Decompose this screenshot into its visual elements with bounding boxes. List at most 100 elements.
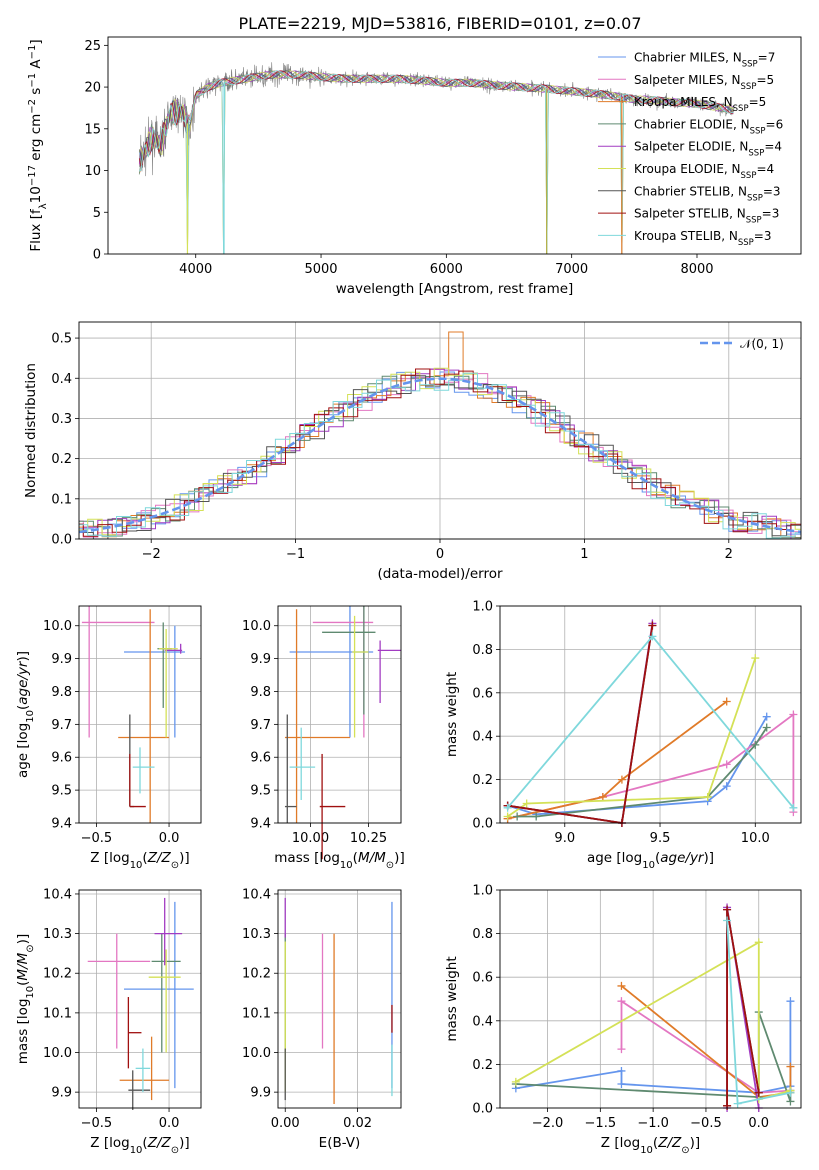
x-tick-label: −1.5 [585,1116,617,1131]
y-tick-label: 9.5 [51,784,72,799]
legend-entry: Kroupa STELIB, NSSP=3 [634,229,772,248]
figure-title: PLATE=2219, MJD=53816, FIBERID=0101, z=0… [238,14,641,33]
mass-vs-ebv-plot: 0.00 0.02 9.9 10.0 10.1 10.2 10.3 10.4 E(B-V) [242,887,402,1151]
histogram-steps [79,368,801,539]
y-axis-label: age [log10(age/yr)] [15,651,36,778]
weight-vs-metallicity-plot: −2.0 −1.5 −1.0 −0.5 0.0 0.0 0.2 0.4 0.6 0.8 1.0 mas… [444,884,802,1156]
age-vs-mass-plot: 10.00 10.25 9.4 9.5 9.6 9.7 9.8 9.9 10.0 mass [lo… [242,605,405,871]
weight-point-marker [617,1066,626,1075]
x-tick-label: 10.00 [292,831,329,846]
mass-vs-metallicity-plot: −0.5 0.0 9.9 10.0 10.1 10.2 10.3 10.4 Z [log10(Z… [15,887,202,1156]
model-spectrum-line [138,70,734,167]
weight-point-marker [648,621,657,630]
legend-entry: Chabrier MILES, NSSP=7 [634,51,775,70]
y-tick-label: 9.9 [250,652,271,667]
y-tick-label: 10.1 [242,1006,271,1021]
weight-point-marker [786,997,795,1006]
x-tick-label: 9.5 [650,831,671,846]
y-tick-label: 10.3 [242,927,271,942]
weight-point-marker [503,803,512,812]
weight-point-marker [648,632,657,641]
y-tick-label: 10.2 [43,967,72,982]
weight-series-line [507,625,654,825]
y-tick-label: 10.0 [242,1046,271,1061]
legend-entry: Chabrier STELIB, NSSP=3 [634,184,781,203]
weight-point-marker [617,1045,626,1054]
weight-point-marker [511,1077,520,1086]
y-tick-label: 9.6 [250,751,271,766]
y-tick-label: 0.2 [51,452,72,467]
histogram-steps [79,367,801,536]
model-spectrum-line [138,70,734,163]
weight-point-marker [617,981,626,990]
y-tick-label: 10.2 [242,967,271,982]
x-axis-label: Z [log10(Z/Z⊙)] [601,1135,700,1156]
y-tick-label: 9.5 [250,784,271,799]
weight-series-line [620,999,791,1094]
legend-entry: Salpeter STELIB, NSSP=3 [634,207,779,226]
x-tick-label: −1.0 [637,1116,669,1131]
y-tick-label: 0.0 [472,817,493,832]
x-tick-label: −2 [142,547,161,562]
y-axis-label: mass weight [444,672,460,757]
x-tick-label: 9.0 [554,831,575,846]
x-tick-label: 0.0 [748,1116,769,1131]
y-tick-label: 9.9 [51,652,72,667]
x-tick-label: 0.0 [159,831,180,846]
x-axis-label: (data-model)/error [377,566,503,582]
weight-point-marker [617,1080,626,1089]
x-axis-label: Z [log10(Z/Z⊙)] [90,850,189,871]
residuals-histogram: −2 −1 0 1 2 0.0 0.1 0.2 0.3 0.4 0.5 𝒩(0, 1) (data-mo… [23,321,802,582]
y-tick-label: 9.8 [51,685,72,700]
x-tick-label: 8000 [680,262,713,277]
x-tick-label: 2 [725,547,733,562]
y-tick-label: 9.4 [250,817,271,832]
weight-point-marker [751,654,760,663]
weight-series-line [515,940,791,1101]
weight-point-marker [503,812,512,821]
weight-point-marker [723,1101,732,1110]
y-tick-label: 9.9 [51,1086,72,1101]
x-tick-label: 10.25 [350,831,387,846]
y-tick-label: 5 [93,206,101,221]
x-axis-label: age [log10(age/yr)] [587,850,714,871]
y-tick-label: 0.0 [51,533,72,548]
weight-point-marker [703,792,712,801]
weight-vs-age-plot: 9.0 9.5 10.0 0.0 0.2 0.4 0.6 0.8 1.0 mass weight a… [444,600,802,871]
weight-series-line [507,657,757,818]
axes-frame [277,889,402,1109]
weight-point-marker [617,997,626,1006]
axes-frame [107,36,802,255]
legend-entry: Salpeter MILES, NSSP=5 [634,73,774,92]
y-tick-label: 0.1 [51,492,72,507]
y-tick-label: 1.0 [472,884,493,899]
legend-entry: Salpeter ELODIE, NSSP=4 [634,140,782,159]
weight-point-marker [789,803,798,812]
x-axis-label: wavelength [Angstrom, rest frame] [336,281,574,297]
weight-point-marker [532,812,541,821]
weight-point-marker [754,1088,763,1097]
y-tick-label: 10.1 [43,1006,72,1021]
weight-point-marker [733,1099,742,1108]
x-tick-label: −0.5 [81,1116,113,1131]
x-tick-label: −1 [286,547,305,562]
x-tick-label: 0.0 [159,1116,180,1131]
x-tick-label: −0.5 [690,1116,722,1131]
y-tick-label: 10.0 [43,619,72,634]
weight-point-marker [522,799,531,808]
y-tick-label: 0.8 [472,927,493,942]
x-tick-label: 6000 [430,262,463,277]
y-tick-label: 10 [84,164,101,179]
weight-point-marker [617,775,626,784]
legend-entry: 𝒩(0, 1) [740,337,784,351]
y-tick-label: 10.3 [43,927,72,942]
y-tick-label: 0.3 [51,412,72,427]
weight-point-marker [762,712,771,721]
x-tick-label: −2.0 [532,1116,564,1131]
y-tick-label: 10.4 [43,887,72,902]
weight-point-marker [722,697,731,706]
y-tick-label: 0.5 [51,332,72,347]
y-tick-label: 0.0 [472,1102,493,1117]
y-tick-label: 10.4 [242,887,271,902]
y-axis-label: Flux [fλ10−17 erg cm−2 s−1 A−1] [27,39,49,251]
